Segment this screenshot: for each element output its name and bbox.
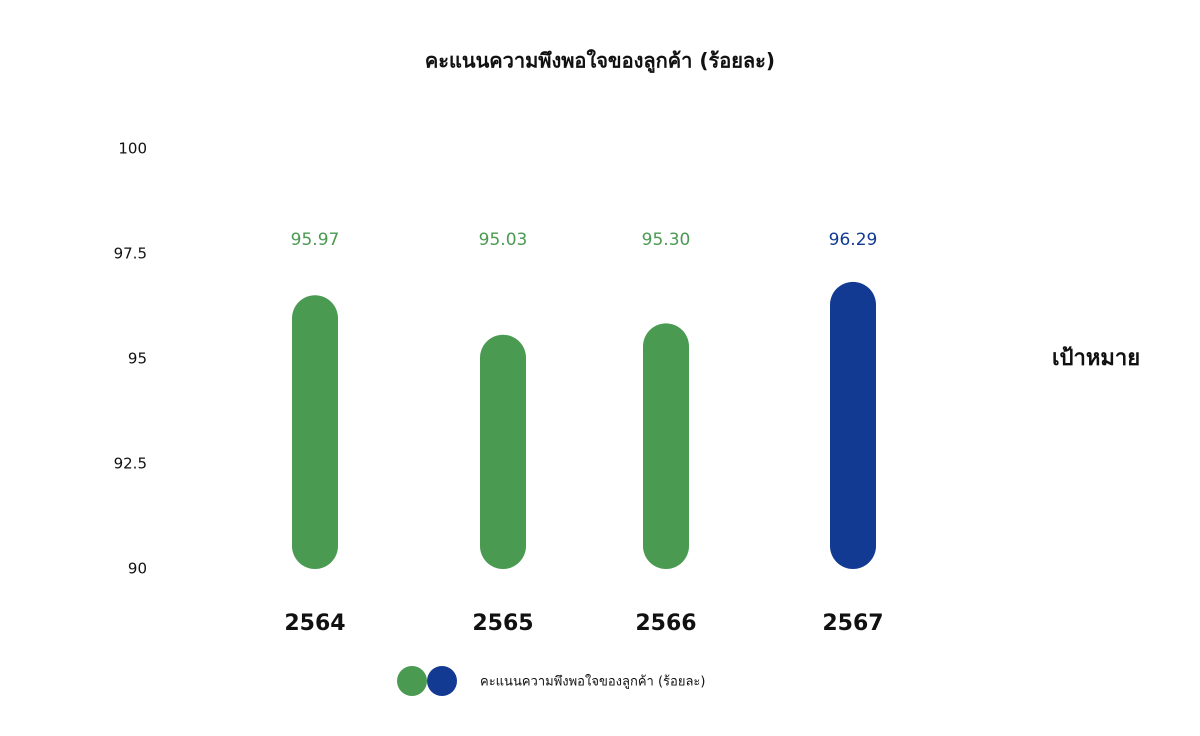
value-label: 95.97 xyxy=(291,230,340,250)
bar xyxy=(830,281,876,569)
value-label: 96.29 xyxy=(829,230,878,250)
value-label: 95.30 xyxy=(642,230,691,250)
target-label: เป้าหมาย xyxy=(1052,346,1140,371)
y-tick-label: 92.5 xyxy=(114,455,147,473)
x-tick-label: 2565 xyxy=(472,611,533,636)
y-tick-label: 90 xyxy=(128,560,147,578)
legend-swatch xyxy=(397,666,427,696)
x-tick-label: 2564 xyxy=(284,611,345,636)
chart-title: คะแนนความพึงพอใจของลูกค้า (ร้อยละ) xyxy=(425,49,775,75)
bar xyxy=(292,295,338,569)
y-tick-label: 100 xyxy=(118,140,147,158)
y-tick-label: 95 xyxy=(128,350,147,368)
x-tick-label: 2566 xyxy=(635,611,696,636)
value-label: 95.03 xyxy=(479,230,528,250)
legend-swatch xyxy=(427,666,457,696)
bar xyxy=(643,323,689,569)
legend-label: คะแนนความพึงพอใจของลูกค้า (ร้อยละ) xyxy=(480,674,705,690)
y-tick-label: 97.5 xyxy=(114,245,147,263)
bar xyxy=(480,334,526,569)
x-tick-label: 2567 xyxy=(822,611,883,636)
